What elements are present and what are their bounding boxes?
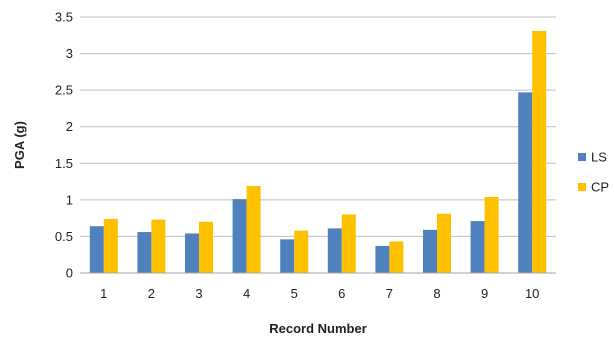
bar-cp-2 — [151, 219, 166, 273]
legend-swatch-cp — [578, 183, 586, 191]
x-tick-labels: 1 2 3 4 5 6 7 8 9 10 — [100, 286, 539, 301]
x-tick-label: 8 — [433, 286, 440, 301]
x-tick-label: 3 — [195, 286, 202, 301]
y-tick-label: 2 — [66, 119, 73, 134]
bar-cp-4 — [246, 185, 261, 273]
bar-ls-3 — [185, 233, 199, 273]
bar-cp-10 — [532, 30, 547, 274]
y-tick-label: 3 — [66, 46, 73, 61]
bar-ls-7 — [375, 245, 390, 273]
bar-cp-3 — [199, 221, 213, 273]
bar-ls-8 — [423, 229, 437, 273]
y-axis-title: PGA (g) — [12, 121, 27, 169]
bar-ls-1 — [89, 226, 104, 273]
bar-ls-2 — [137, 232, 152, 273]
bar-ls-9 — [470, 221, 485, 273]
bar-cp-1 — [103, 218, 118, 273]
legend: LS CP — [578, 150, 609, 195]
y-tick-label: 2.5 — [55, 83, 73, 98]
bar-cp-9 — [484, 196, 499, 273]
x-tick-label: 10 — [525, 286, 539, 301]
bar-cp-6 — [341, 214, 356, 273]
bar-ls-6 — [327, 228, 342, 273]
gridlines — [80, 16, 556, 237]
x-tick-label: 1 — [100, 286, 107, 301]
bar-ls-4 — [232, 199, 247, 273]
x-axis-title: Record Number — [269, 321, 367, 336]
bar-cp-7 — [389, 241, 404, 273]
x-tick-label: 6 — [338, 286, 345, 301]
x-tick-label: 4 — [243, 286, 250, 301]
bar-cp-5 — [294, 230, 309, 273]
bar-ls-5 — [280, 239, 295, 273]
x-tick-label: 2 — [148, 286, 155, 301]
legend-label-cp: CP — [591, 180, 609, 195]
bar-ls-10 — [518, 92, 533, 273]
x-tick-label: 9 — [481, 286, 488, 301]
legend-swatch-ls — [578, 153, 586, 161]
y-tick-label: 0.5 — [55, 229, 73, 244]
y-tick-label: 3.5 — [55, 10, 73, 25]
bar-cp-8 — [437, 213, 451, 273]
y-tick-labels: 0 0.5 1 1.5 2 2.5 3 3.5 — [55, 10, 73, 281]
x-tick-label: 5 — [291, 286, 298, 301]
y-tick-label: 1.5 — [55, 156, 73, 171]
bars — [89, 30, 547, 274]
y-tick-label: 0 — [66, 266, 73, 281]
legend-label-ls: LS — [591, 150, 607, 165]
y-tick-label: 1 — [66, 192, 73, 207]
x-tick-label: 7 — [386, 286, 393, 301]
